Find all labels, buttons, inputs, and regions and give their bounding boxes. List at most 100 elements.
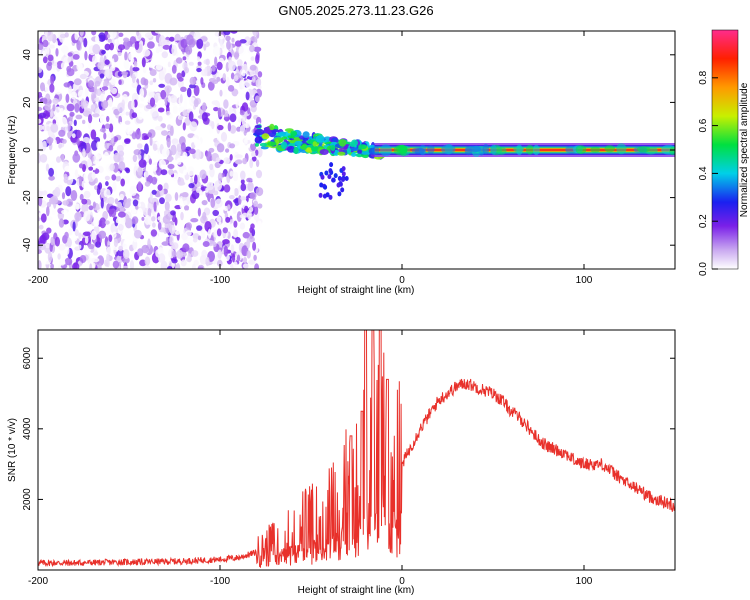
spectrogram-noise-cell bbox=[204, 163, 209, 168]
spectrogram-noise-cell bbox=[196, 38, 204, 49]
spectrogram-noise-cell bbox=[92, 165, 96, 171]
carrier-blob bbox=[604, 145, 615, 153]
spectrogram-noise-cell bbox=[88, 114, 93, 124]
spectrogram-noise-cell bbox=[195, 149, 202, 160]
carrier-blob bbox=[590, 146, 601, 153]
spectrogram-noise-cell bbox=[242, 212, 248, 218]
spectrogram-noise-cell bbox=[189, 76, 196, 86]
spectrogram-noise-cell bbox=[48, 175, 55, 181]
spectrogram-noise-cell bbox=[46, 44, 50, 55]
spectrogram-noise-cell bbox=[182, 243, 190, 252]
spectrogram-noise-cell bbox=[52, 97, 59, 105]
spectrogram-noise-cell bbox=[99, 73, 105, 79]
spectrogram-noise-cell bbox=[209, 132, 215, 139]
spectrogram-noise-cell bbox=[103, 151, 110, 162]
spectrogram-noise-cell bbox=[241, 79, 246, 90]
spectrogram-noise-cell bbox=[184, 117, 191, 126]
spectrogram-noise-cell bbox=[189, 121, 198, 132]
spectrogram-noise-cell bbox=[229, 170, 234, 177]
spectrogram-noise-cell bbox=[214, 180, 223, 192]
spectrogram-noise-cell bbox=[106, 253, 110, 263]
spectrogram-noise-cell bbox=[236, 59, 243, 67]
spectrogram-noise-cell bbox=[161, 130, 168, 136]
carrier-blob bbox=[393, 145, 408, 156]
spectrogram-noise-cell bbox=[99, 128, 107, 133]
spectrogram-noise-cell bbox=[73, 119, 77, 127]
spectrogram-noise-cell bbox=[133, 60, 138, 68]
spectrogram-noise-cell bbox=[64, 165, 72, 172]
carrier-blob bbox=[371, 146, 380, 155]
spectrogram-x-label: Height of straight line (km) bbox=[298, 285, 415, 296]
spectrogram-noise-cell bbox=[154, 94, 159, 103]
spectrogram-tail-cell bbox=[344, 176, 349, 181]
spectrogram-noise-cell bbox=[161, 51, 168, 59]
spectrogram-noise-cell bbox=[180, 211, 184, 221]
x-tick-label: 0 bbox=[399, 275, 405, 286]
spectrogram-noise-cell bbox=[91, 230, 97, 241]
spectrogram-noise-cell bbox=[96, 255, 105, 267]
spectrogram-noise-cell bbox=[79, 255, 87, 263]
spectrogram-transition-cell bbox=[315, 135, 325, 143]
spectrogram-noise-cell bbox=[99, 116, 107, 124]
spectrogram-noise-cell bbox=[242, 263, 249, 269]
spectrogram-noise-cell bbox=[47, 54, 54, 62]
spectrogram-noise-cell bbox=[103, 188, 111, 198]
spectrogram-noise-cell bbox=[232, 171, 239, 182]
spectrogram-noise-cell bbox=[42, 56, 48, 64]
spectrogram-noise-cell bbox=[170, 125, 174, 137]
spectrogram-noise-cell bbox=[151, 262, 157, 269]
spectrogram-noise-cell bbox=[205, 58, 210, 66]
spectrogram-noise-cell bbox=[61, 45, 69, 54]
spectrogram-transition-cell bbox=[259, 142, 268, 147]
spectrogram-noise-cell bbox=[96, 88, 102, 97]
spectrogram-noise-cell bbox=[46, 227, 52, 234]
spectrogram-noise-cell bbox=[143, 98, 148, 107]
spectrogram-noise-cell bbox=[141, 216, 145, 221]
spectrogram-noise-cell bbox=[211, 100, 220, 106]
spectrogram-noise-cell bbox=[69, 111, 75, 117]
spectrogram-noise-cell bbox=[50, 195, 59, 204]
spectrogram-noise-cell bbox=[82, 137, 91, 144]
spectrogram-noise-cell bbox=[132, 154, 138, 163]
y-tick-label: 2000 bbox=[22, 488, 33, 511]
spectrogram-noise-cell bbox=[87, 80, 94, 88]
spectrogram-noise-cell bbox=[122, 256, 130, 264]
spectrogram-noise-cell bbox=[42, 140, 47, 150]
spectrogram-noise-cell bbox=[150, 229, 158, 237]
spectrogram-noise-cell bbox=[218, 221, 222, 231]
spectrogram-noise-cell bbox=[169, 36, 175, 42]
spectrogram-noise-cell bbox=[121, 71, 129, 76]
spectrogram-noise-cell bbox=[68, 228, 73, 236]
spectrogram-noise-cell bbox=[98, 230, 107, 239]
spectrogram-tail-cell bbox=[337, 191, 342, 197]
spectrogram-noise-cell bbox=[249, 206, 254, 213]
spectrogram-noise-cell bbox=[113, 238, 118, 248]
spectrogram-noise-cell bbox=[236, 93, 242, 102]
spectrogram-noise-cell bbox=[231, 186, 235, 198]
spectrogram-noise-cell bbox=[176, 263, 181, 269]
spectrogram-noise-cell bbox=[201, 200, 208, 206]
spectrogram-noise-cell bbox=[200, 77, 204, 85]
spectrogram-noise-cell bbox=[141, 189, 147, 201]
spectrogram-noise-cell bbox=[127, 198, 132, 203]
x-tick-label: -200 bbox=[28, 275, 48, 286]
spectrogram-noise-cell bbox=[231, 253, 236, 263]
spectrogram-noise-cell bbox=[152, 222, 156, 228]
spectrogram-noise-cell bbox=[241, 69, 246, 77]
colorbar-gradient bbox=[711, 29, 739, 270]
spectrogram-noise-cell bbox=[38, 43, 44, 51]
spectrogram-noise-cell bbox=[186, 256, 192, 263]
spectrogram-transition-cell bbox=[281, 141, 288, 150]
spectrogram-noise-cell bbox=[138, 103, 145, 108]
spectrogram-transition-cell bbox=[357, 149, 363, 154]
spectrogram-noise-cell bbox=[38, 112, 47, 119]
spectrogram-noise-cell bbox=[164, 96, 168, 106]
spectrogram-noise-cell bbox=[240, 170, 246, 180]
spectrogram-noise-cell bbox=[253, 200, 259, 207]
spectrogram-noise-cell bbox=[48, 167, 54, 177]
spectrogram-noise-cell bbox=[180, 142, 186, 152]
spectrogram-noise-cell bbox=[87, 158, 92, 168]
spectrogram-noise-cell bbox=[112, 231, 117, 238]
spectrogram-noise-cell bbox=[204, 66, 208, 77]
